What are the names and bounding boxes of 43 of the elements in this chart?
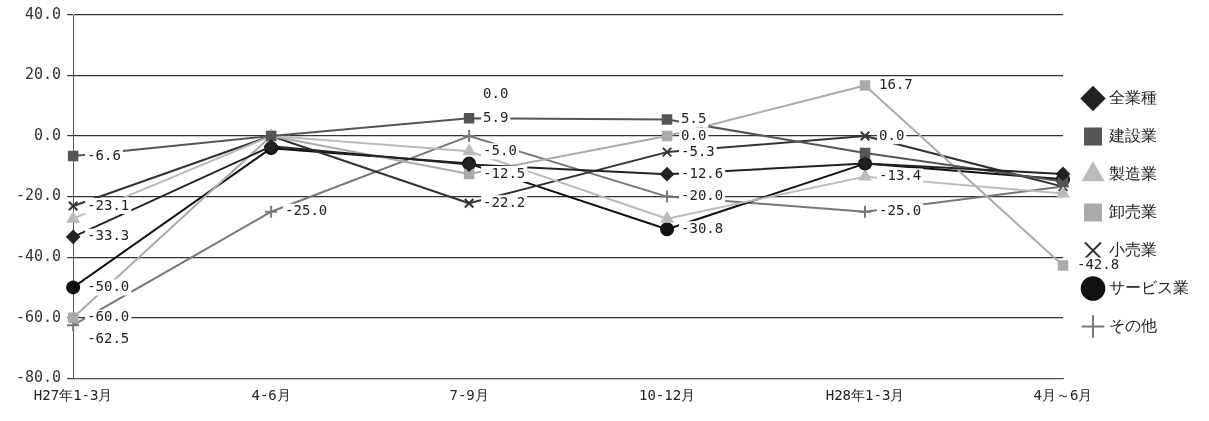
legend-label: その他 [1109, 315, 1157, 335]
data-label: -5.0 [483, 141, 517, 158]
y-tick-label: 40.0 [25, 4, 62, 23]
legend-label: 卸売業 [1109, 201, 1157, 221]
data-label: -62.5 [87, 329, 130, 346]
data-label: -33.3 [87, 227, 130, 244]
data-label: 5.5 [681, 110, 707, 127]
data-label: -50.0 [87, 278, 130, 295]
data-label: -13.4 [879, 167, 922, 184]
y-tick-label: 0.0 [34, 125, 62, 144]
data-label: -20.0 [681, 187, 724, 204]
x-tick-label: 10-12月 [638, 387, 696, 404]
y-tick-label: -20.0 [16, 186, 62, 205]
data-label: -23.1 [87, 196, 130, 213]
legend-label: サービス業 [1109, 277, 1189, 297]
y-tick-label: -60.0 [16, 307, 62, 326]
y-tick-label: -40.0 [16, 247, 62, 266]
legend-label: 全業種 [1109, 87, 1157, 107]
x-tick-label: H27年1-3月 [33, 387, 113, 404]
legend-label: 小売業 [1109, 239, 1157, 259]
data-label: 0.0 [681, 126, 707, 143]
x-tick-label: 4月～6月 [1033, 387, 1093, 404]
data-label: -25.0 [879, 202, 922, 219]
data-label: 0.0 [879, 126, 905, 143]
data-label: -12.5 [483, 164, 526, 181]
y-tick-label: -80.0 [16, 368, 62, 387]
legend-label: 建設業 [1108, 125, 1157, 145]
data-label: -30.8 [681, 219, 724, 236]
data-label: -6.6 [87, 146, 121, 163]
data-label: -5.3 [681, 142, 715, 159]
data-label: 16.7 [879, 76, 913, 93]
data-label: -42.8 [1077, 256, 1120, 273]
data-label: -12.6 [681, 164, 724, 181]
data-label: 5.9 [483, 108, 509, 125]
legend-label: 製造業 [1109, 163, 1157, 183]
x-tick-label: 7-9月 [449, 387, 489, 404]
x-tick-label: 4-6月 [251, 387, 291, 404]
x-tick-label: H28年1-3月 [825, 387, 905, 404]
y-tick-label: 20.0 [25, 65, 62, 84]
data-label: 0.0 [483, 84, 509, 101]
data-label: -22.2 [483, 193, 526, 210]
data-label: -25.0 [285, 202, 328, 219]
data-label: -60.0 [87, 308, 130, 325]
